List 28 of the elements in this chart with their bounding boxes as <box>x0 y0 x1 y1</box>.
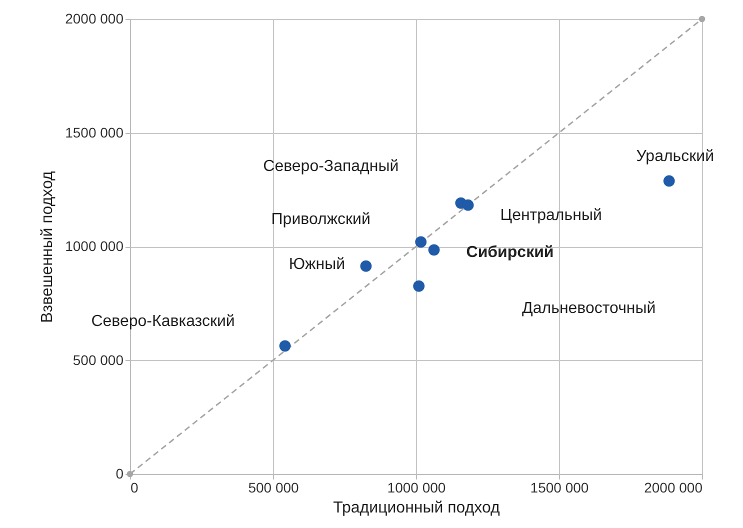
annotation: Северо-Кавказский <box>91 312 235 330</box>
y-tick-label: 500 000 <box>72 352 124 368</box>
x-tick-label: 1000 000 <box>387 480 446 496</box>
x-tick-label: 2000 000 <box>644 480 703 496</box>
point <box>663 175 675 187</box>
y-axis-title: Взвешенный подход <box>39 170 56 323</box>
x-axis-title: Традиционный подход <box>333 500 501 516</box>
annotation: Уральский <box>636 148 714 165</box>
point <box>360 260 372 272</box>
point <box>413 280 425 292</box>
y-tick-label: 0 <box>116 466 124 482</box>
y-tick-label: 2000 000 <box>65 10 124 26</box>
x-tick-label: 0 <box>130 480 138 496</box>
point <box>415 236 427 248</box>
annotation: Центральный <box>500 207 602 224</box>
annotation: Южный <box>288 256 346 274</box>
y-tick-label: 1000 000 <box>65 238 124 254</box>
y-tick-label: 1500 000 <box>65 124 124 140</box>
annotation: Приволжский <box>271 210 370 228</box>
annotation: Дальневосточный <box>522 300 656 318</box>
point <box>462 199 474 211</box>
x-tick-label: 1500 000 <box>530 480 589 496</box>
annotation: Сибирский <box>466 244 554 261</box>
x-tick-label: 500 000 <box>248 480 300 496</box>
point <box>428 244 440 256</box>
point <box>279 340 291 352</box>
point <box>698 16 706 22</box>
annotation: Северо-Западный <box>263 158 399 176</box>
